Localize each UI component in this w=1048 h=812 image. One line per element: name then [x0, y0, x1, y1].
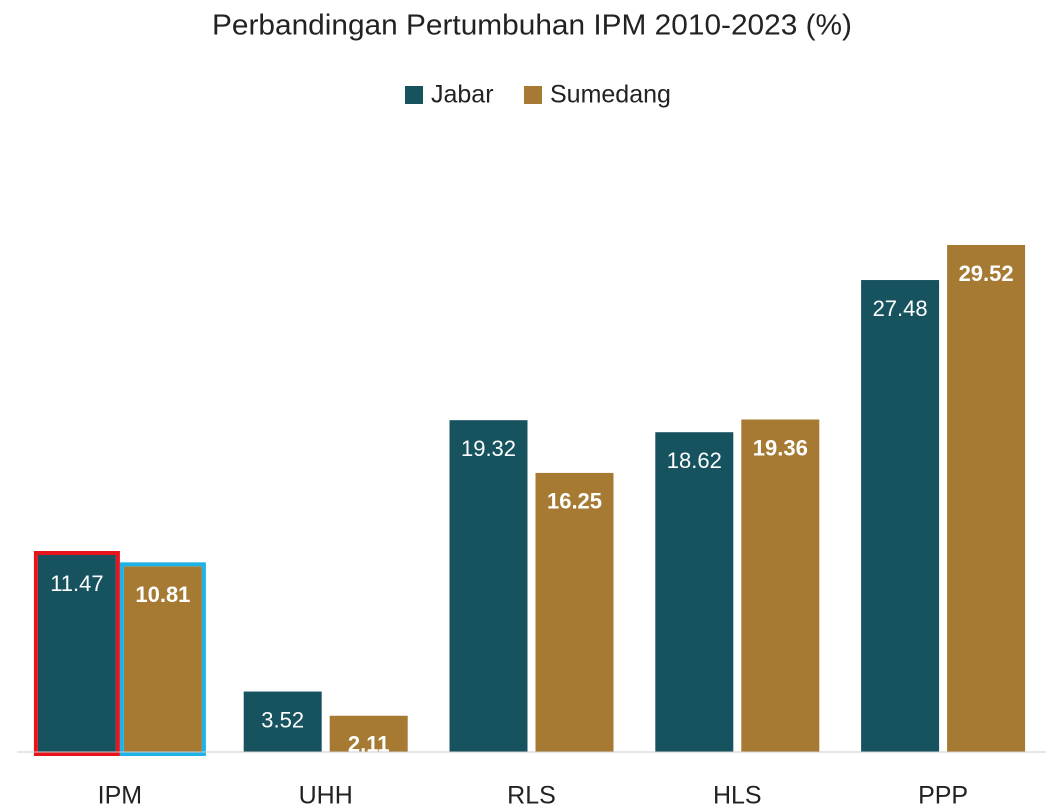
chart-title: Perbandingan Pertumbuhan IPM 2010-2023 (… [212, 10, 852, 42]
x-tick-label: UHH [299, 782, 353, 810]
highlight-box [119, 562, 206, 756]
x-tick-label: RLS [507, 782, 556, 810]
data-label: 11.47 [50, 571, 103, 596]
x-tick-label: PPP [918, 782, 968, 810]
x-tick-label: IPM [98, 782, 142, 810]
bar [37, 555, 116, 752]
bar [329, 715, 408, 752]
bar [861, 280, 940, 752]
highlight-box [33, 551, 120, 756]
data-label: 18.62 [667, 448, 722, 473]
bar [947, 245, 1026, 752]
data-label: 19.32 [461, 436, 516, 461]
bar [655, 432, 734, 752]
bar [449, 420, 528, 752]
data-label: 10.81 [135, 582, 190, 607]
bar [535, 472, 614, 752]
data-label: 27.48 [873, 296, 928, 321]
legend-swatch [405, 86, 423, 104]
legend-label: Jabar [431, 81, 494, 109]
data-label: 19.36 [753, 435, 808, 460]
legend-label: Sumedang [550, 81, 671, 109]
bar [243, 691, 322, 752]
data-label: 2.11 [348, 732, 390, 757]
data-label: 29.52 [959, 261, 1014, 286]
x-tick-label: HLS [713, 782, 762, 810]
bar [123, 566, 202, 752]
bar [741, 419, 820, 752]
data-label: 3.52 [261, 707, 304, 732]
data-label: 16.25 [547, 489, 602, 514]
legend-swatch [524, 86, 542, 104]
